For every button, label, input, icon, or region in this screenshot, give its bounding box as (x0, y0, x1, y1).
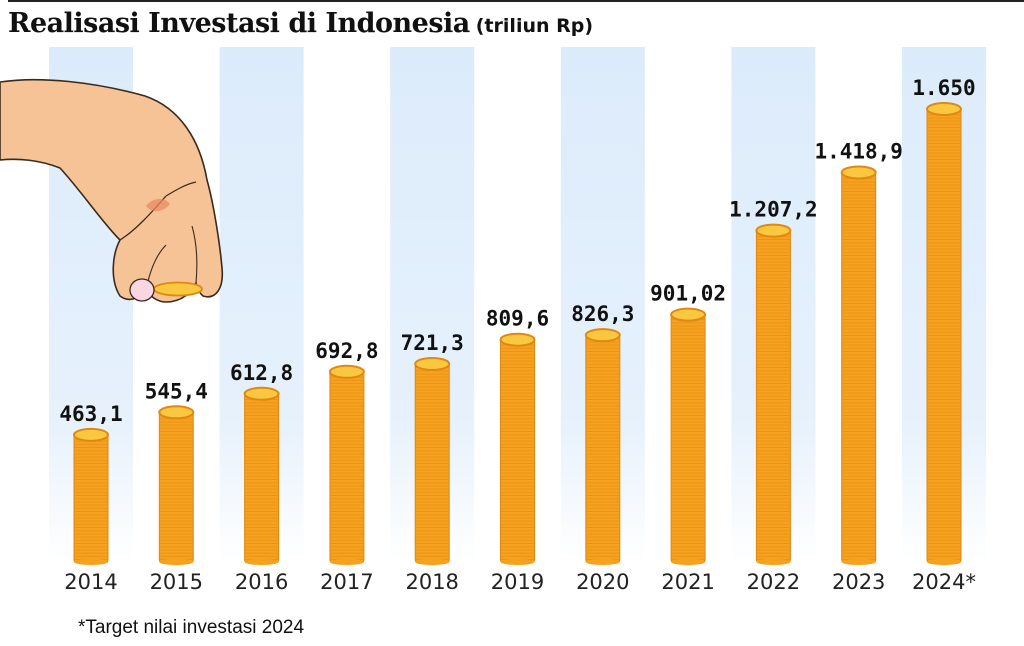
value-label-2015: 545,4 (145, 379, 208, 403)
hand-holding-coin-icon (0, 78, 224, 303)
x-tick-label-2015: 2015 (150, 570, 203, 594)
x-tick-label-2020: 2020 (576, 570, 629, 594)
x-tick-label-2019: 2019 (491, 570, 544, 594)
x-tick-label-2021: 2021 (661, 570, 714, 594)
value-label-2020: 826,3 (571, 302, 634, 326)
bar-top-coin-2016 (243, 386, 280, 401)
chart-unit: (triliun Rp) (475, 15, 594, 37)
bar-2022 (755, 230, 791, 563)
chart-title: Realisasi Investasi di Indonesia (8, 8, 470, 39)
bar-2018 (414, 363, 450, 563)
x-tick-label-2018: 2018 (405, 570, 458, 594)
bar-top-coin-2017 (328, 364, 365, 379)
bar-top-coin-2020 (584, 328, 621, 343)
top-rule (8, 0, 1024, 2)
value-label-2021: 901,02 (650, 282, 726, 306)
bar-base-2019 (500, 559, 535, 565)
bar-base-2018 (415, 559, 450, 565)
bar-2015 (158, 411, 194, 563)
bar-2014 (73, 434, 109, 563)
bar-base-2021 (671, 559, 706, 565)
value-label-2016: 612,8 (230, 361, 293, 385)
bar-base-2017 (329, 559, 364, 565)
bar-top-coin-2019 (499, 332, 536, 347)
bar-top-coin-2021 (670, 307, 707, 322)
value-label-2019: 809,6 (486, 307, 549, 331)
x-tick-label-2022: 2022 (747, 570, 800, 594)
bar-base-2020 (585, 559, 620, 565)
x-tick-label-2023: 2023 (832, 570, 885, 594)
bar-top-coin-2015 (158, 405, 195, 420)
bar-base-2016 (244, 559, 279, 565)
value-label-2017: 692,8 (315, 339, 378, 363)
chart-title-block: Realisasi Investasi di Indonesia (triliun… (8, 8, 593, 39)
bar-top-coin-2024* (926, 102, 962, 116)
x-tick-label-2014: 2014 (64, 570, 117, 594)
bar-2024* (926, 108, 962, 563)
bar-2020 (585, 334, 621, 563)
bar-2016 (244, 393, 280, 563)
value-label-2022: 1.207,2 (729, 198, 818, 222)
bar-2021 (670, 314, 706, 563)
value-label-2023: 1.418,9 (814, 139, 903, 163)
bar-top-coin-2014 (73, 427, 109, 442)
value-label-2024*: 1.650 (912, 76, 975, 100)
bar-top-coin-2022 (755, 223, 792, 238)
footnote: *Target nilai investasi 2024 (78, 617, 305, 638)
bar-top-coin-2018 (414, 356, 451, 371)
x-tick-label-2017: 2017 (320, 570, 373, 594)
value-label-2018: 721,3 (401, 331, 464, 355)
bar-2019 (500, 339, 535, 563)
bar-2017 (329, 371, 365, 563)
value-label-2014: 463,1 (59, 402, 122, 426)
x-tick-label-2016: 2016 (235, 570, 288, 594)
bar-base-2022 (756, 559, 791, 565)
bar-2023 (841, 171, 877, 563)
bar-base-2014 (74, 559, 108, 565)
bar-top-coin-2023 (840, 165, 877, 180)
bar-base-2015 (159, 559, 194, 565)
bar-base-2023 (841, 559, 876, 565)
bar-base-2024* (927, 559, 961, 565)
x-tick-label-2024*: 2024* (912, 570, 976, 594)
